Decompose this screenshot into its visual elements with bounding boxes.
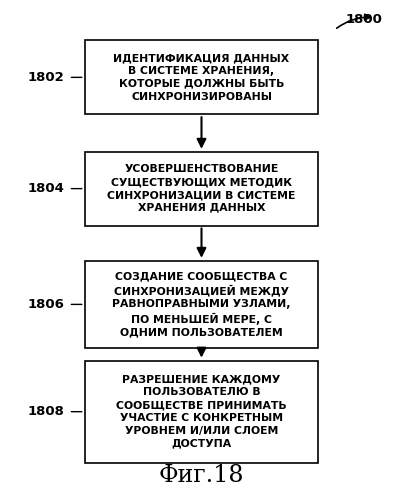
Bar [85, 261, 318, 348]
Text: 1802: 1802 [28, 71, 64, 84]
Text: 1804: 1804 [27, 182, 64, 195]
Text: 1800: 1800 [346, 13, 383, 26]
Text: Фиг.18: Фиг.18 [159, 464, 244, 487]
Text: УСОВЕРШЕНСТВОВАНИЕ
СУЩЕСТВУЮЩИХ МЕТОДИК
СИНХРОНИЗАЦИИ В СИСТЕМЕ
ХРАНЕНИЯ ДАННЫХ: УСОВЕРШЕНСТВОВАНИЕ СУЩЕСТВУЮЩИХ МЕТОДИК … [107, 165, 296, 213]
Bar [85, 152, 318, 226]
Bar [85, 40, 318, 114]
Text: ИДЕНТИФИКАЦИЯ ДАННЫХ
В СИСТЕМЕ ХРАНЕНИЯ,
КОТОРЫЕ ДОЛЖНЫ БЫТЬ
СИНХРОНИЗИРОВАНЫ: ИДЕНТИФИКАЦИЯ ДАННЫХ В СИСТЕМЕ ХРАНЕНИЯ,… [113, 53, 290, 101]
Text: 1808: 1808 [27, 405, 64, 418]
Text: РАЗРЕШЕНИЕ КАЖДОМУ
ПОЛЬЗОВАТЕЛЮ В
СООБЩЕСТВЕ ПРИНИМАТЬ
УЧАСТИЕ С КОНКРЕТНЫМ
УРОВ: РАЗРЕШЕНИЕ КАЖДОМУ ПОЛЬЗОВАТЕЛЮ В СООБЩЕ… [116, 375, 287, 449]
Text: СОЗДАНИЕ СООБЩЕСТВА С
СИНХРОНИЗАЦИЕЙ МЕЖДУ
РАВНОПРАВНЫМИ УЗЛАМИ,
ПО МЕНЬШЕЙ МЕРЕ: СОЗДАНИЕ СООБЩЕСТВА С СИНХРОНИЗАЦИЕЙ МЕЖ… [112, 271, 291, 337]
Text: 1806: 1806 [27, 298, 64, 311]
Bar [85, 361, 318, 463]
